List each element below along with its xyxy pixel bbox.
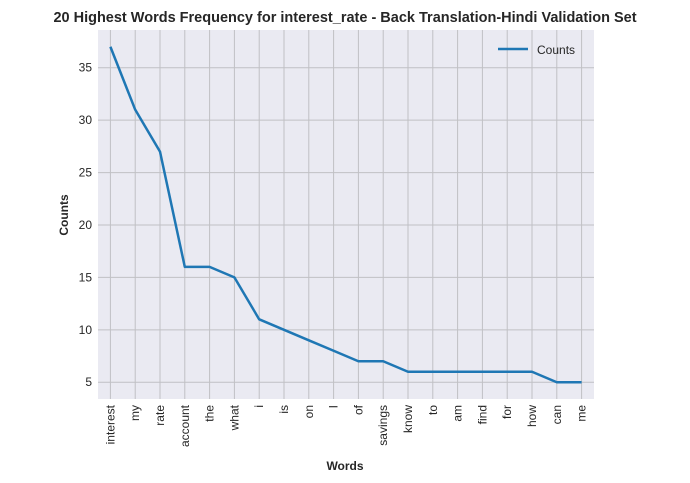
x-tick-label: am bbox=[451, 405, 465, 422]
x-tick-label: how bbox=[525, 405, 539, 427]
x-tick-label: account bbox=[178, 404, 192, 447]
x-tick-label: I bbox=[327, 405, 341, 408]
legend: Counts bbox=[498, 43, 575, 57]
y-tick-label: 30 bbox=[79, 113, 93, 127]
x-tick-label: find bbox=[475, 405, 489, 424]
x-tick-label: i bbox=[252, 405, 266, 408]
plot-area bbox=[98, 30, 594, 399]
y-tick-label: 5 bbox=[85, 375, 92, 389]
x-tick-label: for bbox=[500, 405, 514, 419]
series-layer bbox=[109, 46, 582, 384]
x-tick-label: the bbox=[203, 405, 217, 422]
y-axis-label: Counts bbox=[57, 194, 71, 236]
x-tick-label: of bbox=[351, 404, 365, 415]
x-tick-label: my bbox=[128, 405, 142, 421]
grid bbox=[98, 30, 594, 399]
legend-label: Counts bbox=[537, 43, 575, 57]
x-tick-label: on bbox=[302, 405, 316, 418]
x-tick-label: can bbox=[550, 405, 564, 424]
y-tick-label: 10 bbox=[79, 323, 93, 337]
y-tick-label: 15 bbox=[79, 270, 93, 284]
x-tick-label: to bbox=[426, 405, 440, 415]
x-axis-label: Words bbox=[326, 459, 363, 473]
x-tick-label: what bbox=[227, 404, 241, 431]
x-tick-label: me bbox=[575, 405, 589, 422]
y-tick-label: 25 bbox=[79, 166, 93, 180]
y-tick-label: 20 bbox=[79, 218, 93, 232]
series-line-counts bbox=[109, 46, 582, 384]
chart-title: 20 Highest Words Frequency for interest_… bbox=[53, 10, 636, 26]
x-tick-label: rate bbox=[153, 405, 167, 426]
y-tick-label: 35 bbox=[79, 61, 93, 75]
y-axis-ticks: 5 10 15 20 25 30 35 bbox=[79, 61, 93, 389]
x-tick-label: savings bbox=[376, 405, 390, 446]
x-tick-label: is bbox=[277, 405, 291, 414]
x-tick-label: interest bbox=[103, 404, 117, 444]
x-tick-label: know bbox=[401, 405, 415, 433]
